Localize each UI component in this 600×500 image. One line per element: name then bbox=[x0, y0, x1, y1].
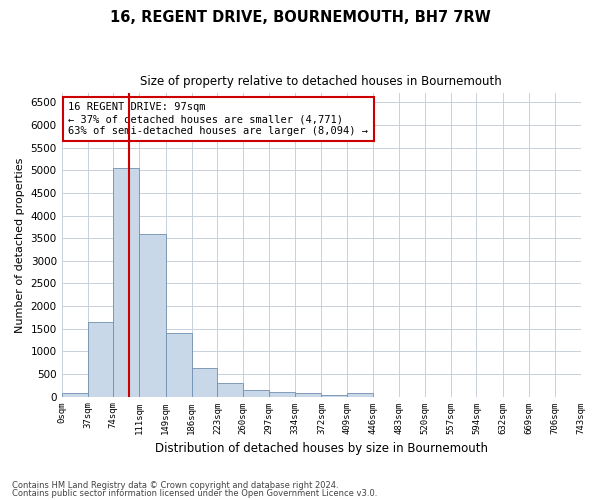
Text: Contains HM Land Registry data © Crown copyright and database right 2024.: Contains HM Land Registry data © Crown c… bbox=[12, 481, 338, 490]
Bar bbox=[191, 368, 217, 396]
Y-axis label: Number of detached properties: Number of detached properties bbox=[15, 158, 25, 332]
Bar bbox=[269, 392, 295, 396]
Text: Contains public sector information licensed under the Open Government Licence v3: Contains public sector information licen… bbox=[12, 488, 377, 498]
Bar bbox=[166, 332, 191, 396]
Bar bbox=[113, 168, 139, 396]
Text: 16 REGENT DRIVE: 97sqm
← 37% of detached houses are smaller (4,771)
63% of semi-: 16 REGENT DRIVE: 97sqm ← 37% of detached… bbox=[68, 102, 368, 136]
Bar bbox=[62, 394, 88, 396]
Bar bbox=[347, 394, 373, 396]
X-axis label: Distribution of detached houses by size in Bournemouth: Distribution of detached houses by size … bbox=[155, 442, 488, 455]
Bar bbox=[217, 384, 243, 396]
Text: 16, REGENT DRIVE, BOURNEMOUTH, BH7 7RW: 16, REGENT DRIVE, BOURNEMOUTH, BH7 7RW bbox=[110, 10, 490, 25]
Bar bbox=[295, 394, 322, 396]
Bar bbox=[88, 322, 113, 396]
Title: Size of property relative to detached houses in Bournemouth: Size of property relative to detached ho… bbox=[140, 75, 502, 88]
Bar bbox=[322, 394, 347, 396]
Bar bbox=[139, 234, 166, 396]
Bar bbox=[243, 390, 269, 396]
